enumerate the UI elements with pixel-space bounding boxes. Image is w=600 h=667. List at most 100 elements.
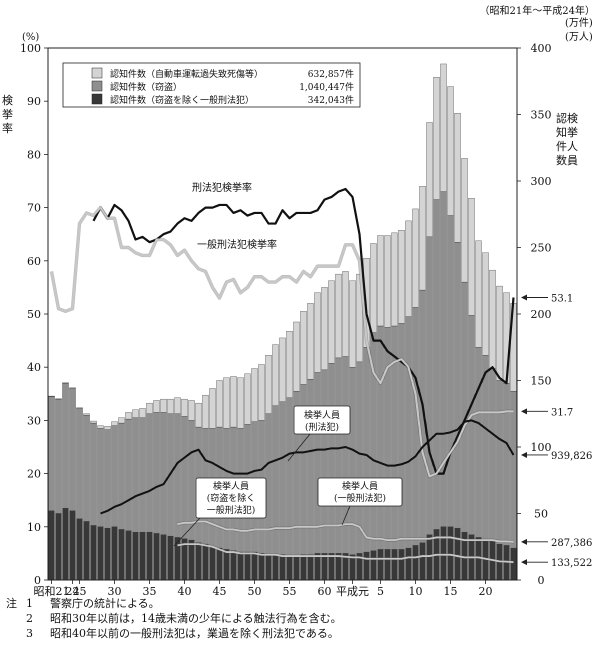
x-tick-label: 5 [377, 585, 384, 598]
callout-text: 検挙人員 [213, 480, 249, 492]
bar-segment [167, 535, 174, 581]
bar-segment [97, 425, 104, 429]
legend-swatch-traffic [91, 67, 103, 79]
x-tick-label: 25 [73, 585, 87, 598]
bar-segment [202, 394, 209, 429]
note-number: 3 [26, 627, 33, 640]
bar-segment [62, 508, 69, 581]
right-tick-label: 200 [531, 308, 552, 321]
legend-label-other: 認知件数（窃盗を除く一般刑法犯） [110, 94, 254, 106]
callout-arrow [341, 505, 351, 526]
bar-segment [496, 285, 503, 381]
bar-segment [405, 316, 412, 549]
bar-segment [391, 549, 398, 581]
bar-segment [216, 380, 223, 428]
bar-segment [118, 417, 125, 424]
right-axis-title-3: 件人 [556, 140, 578, 153]
bar-segment [230, 550, 237, 581]
bar-segment [237, 551, 244, 581]
bar-segment [377, 549, 384, 581]
bar-segment [412, 307, 419, 546]
left-tick-label: 0 [34, 574, 41, 587]
right-tick-label: 0 [538, 574, 545, 587]
bar-segment [419, 186, 426, 291]
callout-text: (刑法犯) [305, 421, 339, 433]
bar-segment [188, 539, 195, 581]
bar-segment [370, 243, 377, 333]
bar-segment [461, 158, 468, 283]
bar-segment [83, 521, 90, 581]
bar-segment [76, 408, 83, 519]
x-tick-label: 20 [479, 585, 493, 598]
bar-segment [398, 549, 405, 581]
bar-segment [216, 547, 223, 581]
bar-segment [433, 77, 440, 200]
bar-segment [90, 420, 97, 424]
bar-segment [496, 380, 503, 545]
bar-segment [132, 417, 139, 533]
callout-text: (窃盗を除く [207, 492, 256, 504]
legend-value-theft: 1,040,447件 [299, 81, 354, 93]
bar-segment [160, 412, 167, 535]
bar-segment [328, 280, 335, 364]
end-arrow-head [521, 294, 527, 301]
callout-box [317, 477, 403, 507]
bar-segment [202, 543, 209, 581]
bar-segment [454, 242, 461, 529]
legend-value-other: 342,043件 [308, 94, 354, 106]
bar-segment [433, 199, 440, 530]
bar-segment [111, 421, 118, 426]
bar-segment [314, 292, 321, 373]
bar-segment [251, 368, 258, 422]
bar-segment [482, 252, 489, 356]
bar-segment [244, 373, 251, 425]
bar-segment [76, 407, 83, 409]
bar-segment [349, 280, 356, 368]
right-tick-label: 300 [531, 175, 552, 188]
bar-segment [447, 215, 454, 527]
bar-segment [153, 412, 160, 534]
bar-segment [104, 426, 111, 430]
bar-segment [475, 347, 482, 538]
right-axis-title-2: 知挙 [556, 125, 578, 139]
bar-segment [258, 553, 265, 581]
bar-segment [195, 542, 202, 581]
left-tick-label: 90 [27, 95, 41, 108]
legend-value-traffic: 632,857件 [308, 68, 354, 80]
bar-segment [279, 337, 286, 402]
bar-segment [293, 321, 300, 392]
callout-box [195, 477, 267, 519]
left-tick-label: 40 [27, 361, 41, 374]
bar-segment [83, 413, 90, 416]
period-label: （昭和21年～平成24年） [480, 4, 595, 17]
x-tick-label: 昭和21 [34, 585, 70, 598]
bar-segment [258, 364, 265, 421]
notes: 注 1 警察庁の統計による。 2 昭和30年以前は，14歳未満の少年による触法行… [6, 596, 342, 641]
right-axis-title-4: 数員 [556, 154, 578, 167]
left-tick-label: 20 [27, 468, 41, 481]
note-row: 3 昭和40年以前の一般刑法犯は，業過を除く刑法犯である。 [6, 626, 342, 641]
bar-segment [265, 355, 272, 414]
bar-segment [412, 545, 419, 581]
bar-segment [209, 388, 216, 429]
x-tick-label: 60 [318, 585, 332, 598]
bar-segment [48, 396, 55, 511]
left-axis-title-2: 挙 [2, 108, 13, 121]
end-value-label: 133,522 [551, 558, 592, 569]
bar-segment [139, 417, 146, 533]
bar-segment [146, 402, 153, 414]
note-marker: 注 [6, 597, 17, 610]
bar-segment [384, 327, 391, 550]
series-line [92, 187, 515, 475]
end-value-label: 31.7 [551, 407, 573, 418]
bar-segment [83, 414, 90, 522]
x-tick-label: 15 [444, 585, 458, 598]
bar-segment [300, 311, 307, 385]
end-arrow-head [521, 538, 527, 545]
bar-segment [286, 397, 293, 557]
bar-segment [503, 383, 510, 546]
bar-segment [223, 377, 230, 429]
callout-arrested-ippan: 検挙人員 (一般刑法犯) [317, 477, 403, 526]
crime-statistics-chart: （昭和21年～平成24年） (%) 検 挙 率 (万件) (万人) 認検 知挙 … [2, 4, 595, 598]
callout-box [293, 405, 351, 435]
